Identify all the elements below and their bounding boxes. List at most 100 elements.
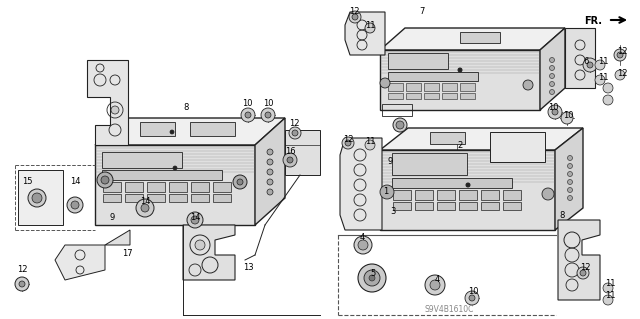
- Circle shape: [289, 127, 301, 139]
- Circle shape: [380, 78, 390, 88]
- Circle shape: [550, 81, 554, 86]
- Bar: [460, 93, 475, 99]
- Circle shape: [71, 201, 79, 209]
- Circle shape: [568, 172, 573, 176]
- Text: 14: 14: [70, 176, 80, 186]
- Circle shape: [568, 164, 573, 168]
- Bar: [392, 178, 512, 188]
- Circle shape: [548, 105, 562, 119]
- Polygon shape: [105, 230, 130, 245]
- Circle shape: [595, 60, 605, 70]
- Bar: [102, 152, 182, 168]
- Circle shape: [245, 112, 251, 118]
- Text: 10: 10: [563, 110, 573, 120]
- Text: 7: 7: [419, 6, 425, 16]
- Circle shape: [267, 189, 273, 195]
- Text: 10: 10: [468, 287, 478, 296]
- Bar: [388, 53, 448, 69]
- Bar: [460, 83, 475, 91]
- Bar: [415, 202, 433, 210]
- Circle shape: [265, 112, 271, 118]
- Polygon shape: [380, 50, 540, 110]
- Text: 11: 11: [605, 278, 615, 287]
- Circle shape: [187, 212, 203, 228]
- Polygon shape: [555, 128, 583, 230]
- Circle shape: [365, 140, 375, 150]
- Bar: [103, 182, 121, 192]
- Circle shape: [580, 270, 586, 276]
- Circle shape: [469, 295, 475, 301]
- Circle shape: [283, 153, 297, 167]
- Circle shape: [369, 275, 375, 281]
- Bar: [191, 194, 209, 202]
- Text: 12: 12: [17, 265, 28, 275]
- Bar: [147, 194, 165, 202]
- Bar: [430, 132, 465, 144]
- Bar: [437, 202, 455, 210]
- Bar: [388, 83, 403, 91]
- Text: 15: 15: [22, 176, 32, 186]
- Circle shape: [396, 121, 404, 129]
- Circle shape: [173, 166, 177, 170]
- Circle shape: [550, 65, 554, 70]
- Circle shape: [393, 118, 407, 132]
- Circle shape: [352, 14, 358, 20]
- Circle shape: [550, 90, 554, 94]
- Polygon shape: [380, 150, 555, 230]
- Bar: [424, 83, 439, 91]
- Circle shape: [67, 197, 83, 213]
- Text: 11: 11: [365, 20, 375, 29]
- Bar: [169, 194, 187, 202]
- Bar: [147, 182, 165, 192]
- Polygon shape: [285, 130, 320, 175]
- Text: FR.: FR.: [584, 16, 602, 26]
- Text: 6: 6: [583, 57, 589, 66]
- Bar: [442, 93, 457, 99]
- Bar: [125, 194, 143, 202]
- Bar: [437, 190, 455, 200]
- Circle shape: [603, 95, 613, 105]
- Circle shape: [237, 179, 243, 185]
- Circle shape: [603, 83, 613, 93]
- Text: 11: 11: [598, 72, 608, 81]
- Circle shape: [458, 68, 462, 72]
- Text: 1: 1: [383, 188, 388, 197]
- Text: 9: 9: [387, 158, 392, 167]
- Text: 4: 4: [360, 234, 365, 242]
- Circle shape: [267, 169, 273, 175]
- Circle shape: [615, 70, 625, 80]
- Circle shape: [603, 283, 613, 293]
- Circle shape: [32, 193, 42, 203]
- Circle shape: [568, 188, 573, 192]
- Text: 12: 12: [617, 69, 627, 78]
- Circle shape: [136, 199, 154, 217]
- Bar: [503, 190, 521, 200]
- Text: 17: 17: [122, 249, 132, 258]
- Circle shape: [358, 264, 386, 292]
- Circle shape: [345, 140, 351, 146]
- Bar: [459, 202, 477, 210]
- Polygon shape: [95, 118, 285, 145]
- Circle shape: [465, 291, 479, 305]
- Bar: [442, 83, 457, 91]
- Bar: [213, 182, 231, 192]
- Polygon shape: [345, 12, 385, 55]
- Circle shape: [267, 179, 273, 185]
- Text: 16: 16: [285, 147, 295, 157]
- Text: 14: 14: [140, 197, 150, 206]
- Text: 3: 3: [390, 207, 396, 217]
- Text: 8: 8: [559, 211, 564, 219]
- Bar: [459, 190, 477, 200]
- Circle shape: [364, 270, 380, 286]
- Circle shape: [267, 149, 273, 155]
- Text: 12: 12: [617, 48, 627, 56]
- Circle shape: [617, 52, 623, 58]
- Text: 13: 13: [243, 263, 253, 272]
- Circle shape: [550, 73, 554, 78]
- Circle shape: [568, 196, 573, 201]
- Text: 2: 2: [458, 142, 463, 151]
- Circle shape: [425, 275, 445, 295]
- Circle shape: [261, 108, 275, 122]
- Circle shape: [603, 295, 613, 305]
- Circle shape: [380, 185, 394, 199]
